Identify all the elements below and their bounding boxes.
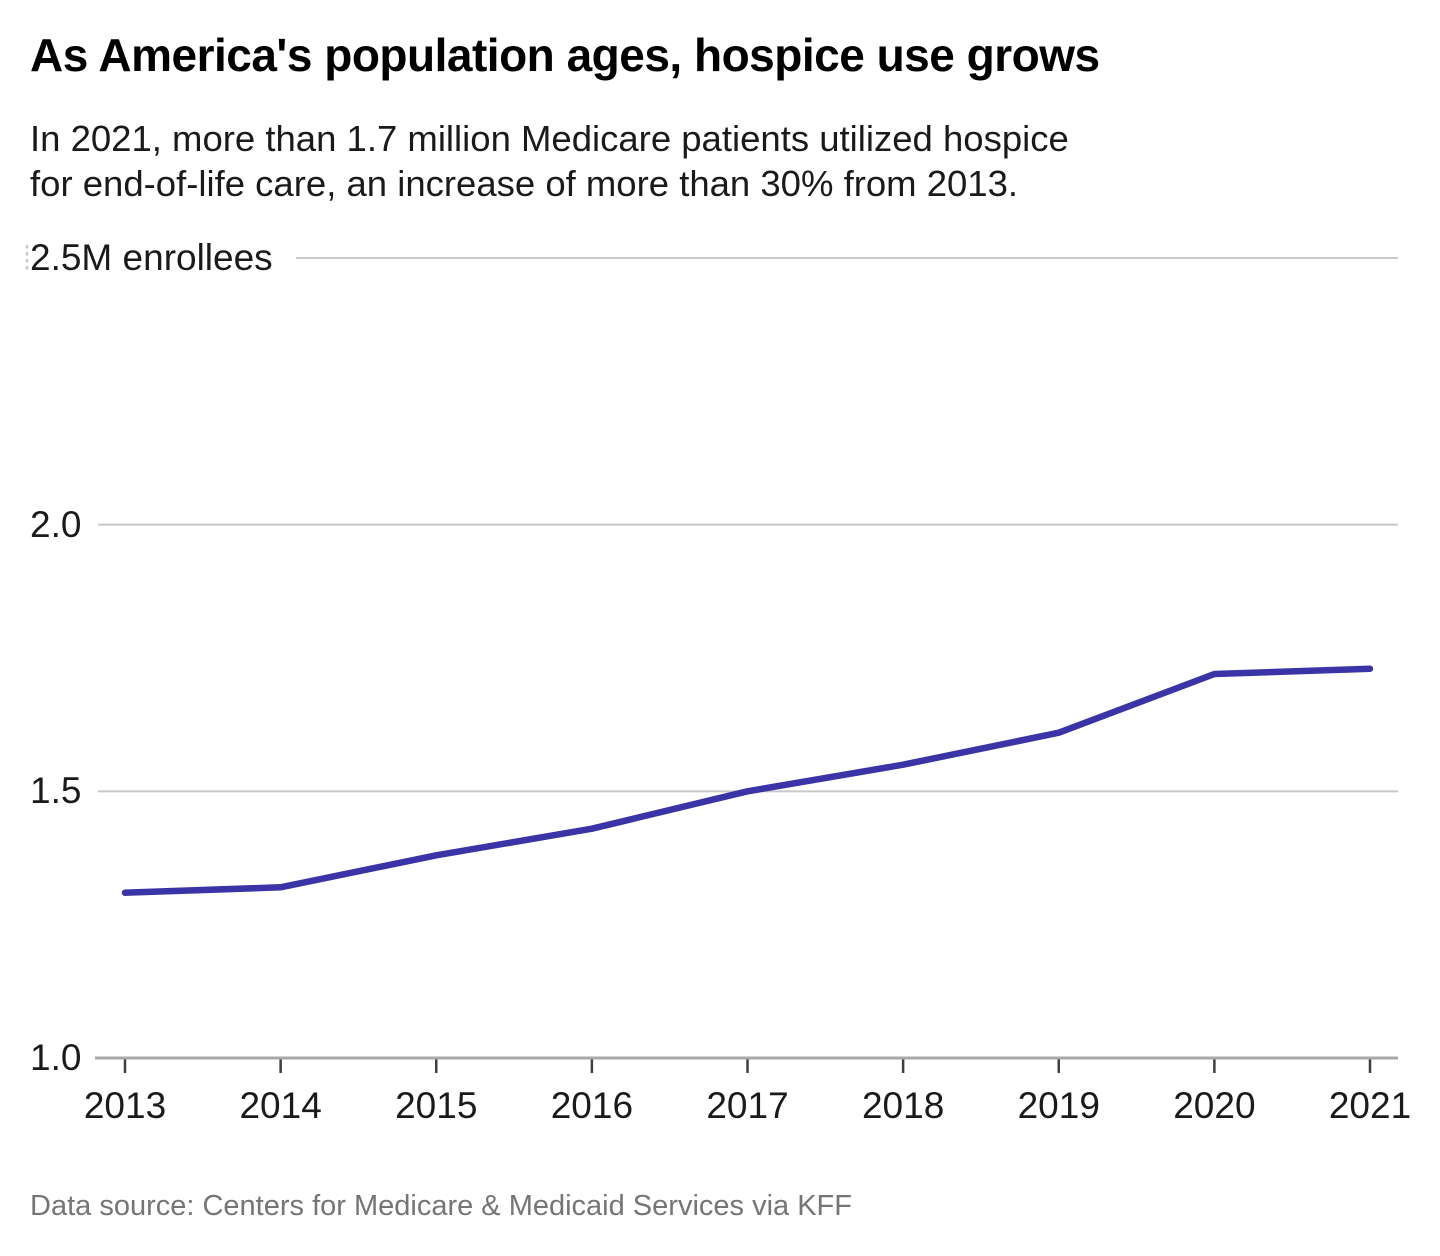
y-axis-label: 1.5 bbox=[30, 770, 82, 812]
y-axis-label: 1.0 bbox=[30, 1037, 82, 1078]
x-axis-label: 2017 bbox=[706, 1085, 789, 1126]
x-axis-label: 2020 bbox=[1173, 1085, 1256, 1126]
x-axis-label: 2013 bbox=[83, 1085, 167, 1126]
chart-subtitle: In 2021, more than 1.7 million Medicare … bbox=[30, 116, 1069, 206]
x-axis-label: 2018 bbox=[861, 1085, 945, 1126]
x-axis-label: 2014 bbox=[239, 1085, 322, 1126]
x-axis-label: 2021 bbox=[1328, 1085, 1412, 1126]
y-axis-label: 2.5M enrollees bbox=[30, 237, 273, 278]
data-source-note: Data source: Centers for Medicare & Medi… bbox=[30, 1190, 852, 1222]
x-axis-label: 2016 bbox=[550, 1085, 634, 1126]
x-axis-label: 2019 bbox=[1017, 1085, 1100, 1126]
x-axis-label: 2015 bbox=[395, 1085, 478, 1126]
chart-subtitle-line-2: for end-of-life care, an increase of mor… bbox=[30, 163, 1019, 204]
hospice-enrollees-trend-line bbox=[121, 665, 1374, 896]
y-axis-label: 2.0 bbox=[30, 503, 82, 545]
chart-title: As America's population ages, hospice us… bbox=[30, 29, 1100, 81]
chart-subtitle-line-1: In 2021, more than 1.7 million Medicare … bbox=[30, 118, 1069, 159]
